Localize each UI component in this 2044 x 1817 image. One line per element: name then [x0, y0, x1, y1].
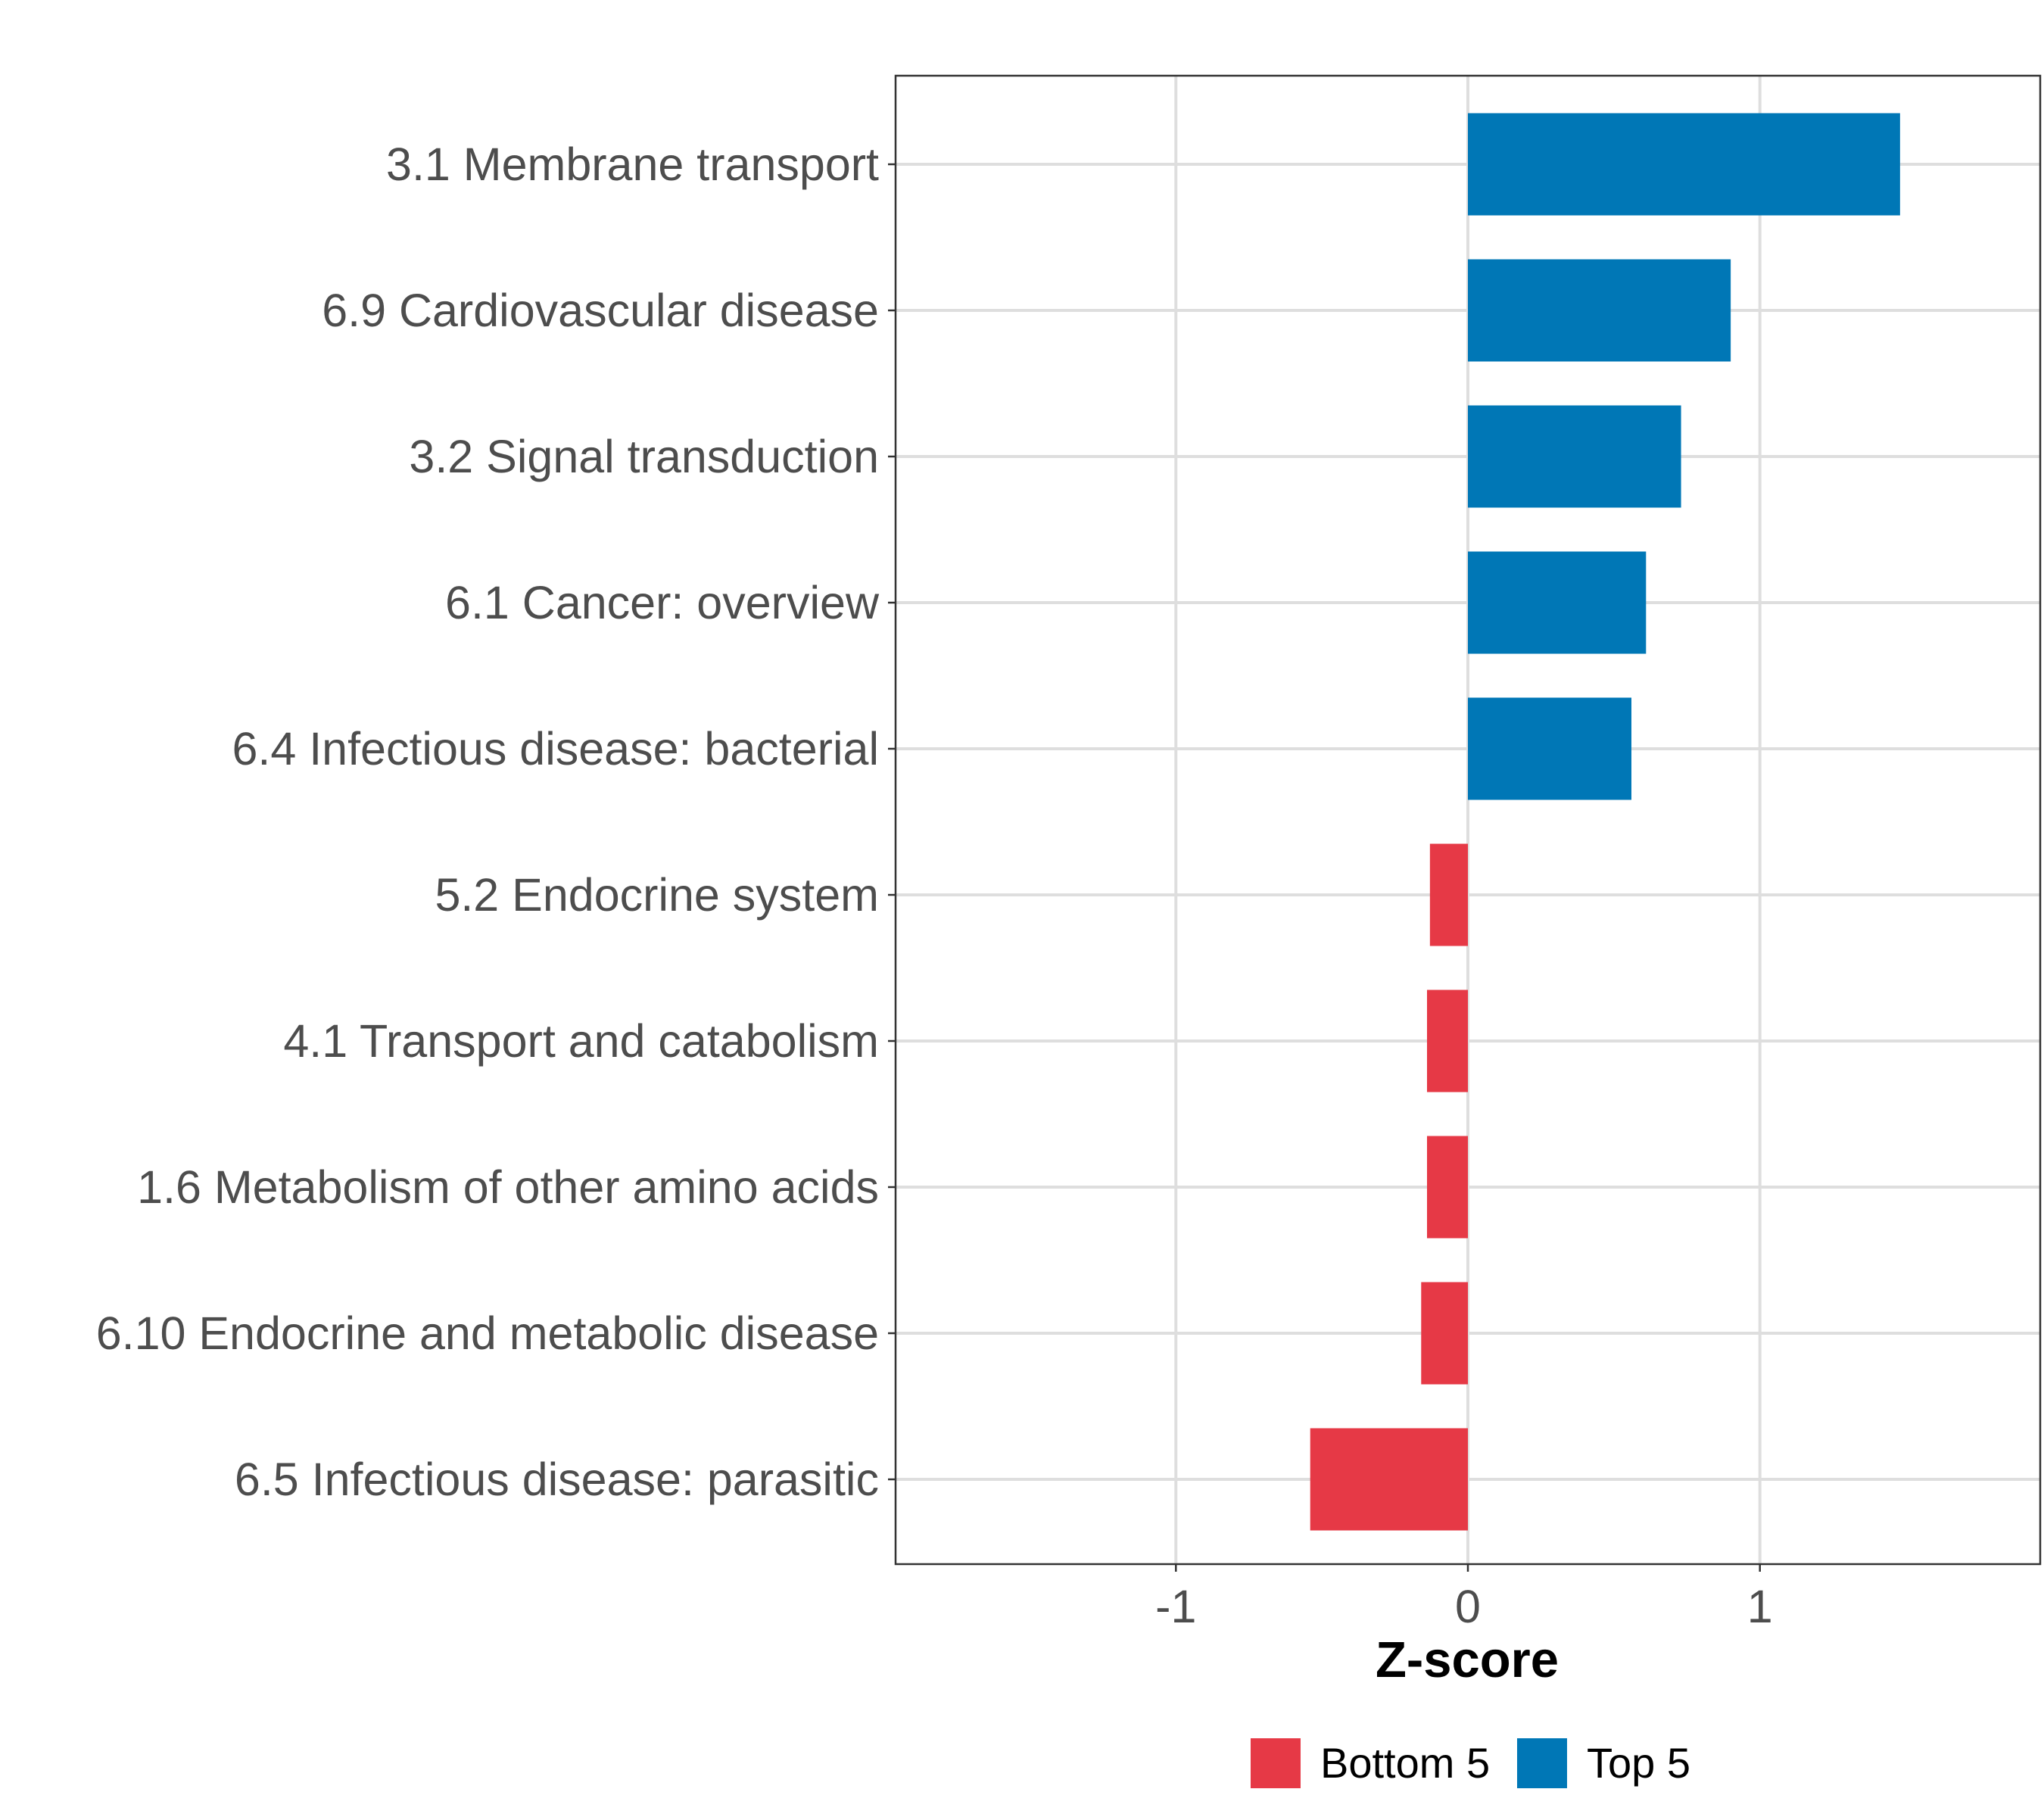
legend-label: Bottom 5: [1320, 1739, 1490, 1787]
legend: Bottom 5 Top 5: [1251, 1738, 1690, 1788]
y-axis: 3.1 Membrane transport 6.9 Cardiovascular…: [96, 139, 896, 1505]
x-tick-label: 0: [1455, 1581, 1481, 1632]
bars: [1310, 113, 1900, 1531]
x-tick-label: -1: [1155, 1581, 1196, 1632]
category-label: 6.4 Infectious disease: bacterial: [232, 723, 879, 774]
bar-4: [1468, 551, 1647, 654]
category-label: 5.2 Endocrine system: [435, 869, 879, 921]
bar-8: [1427, 1136, 1468, 1239]
bar-5: [1468, 697, 1631, 800]
bar-6: [1429, 843, 1468, 946]
bar-10: [1310, 1428, 1468, 1531]
category-label: 3.2 Signal transduction: [409, 431, 879, 482]
category-label: 3.1 Membrane transport: [386, 139, 879, 190]
bar-3: [1468, 405, 1681, 508]
category-label: 6.9 Cardiovascular disease: [322, 285, 879, 336]
x-axis: -1 0 1: [1155, 1564, 1773, 1632]
legend-swatch: [1251, 1738, 1301, 1788]
bar-9: [1421, 1282, 1468, 1385]
bar-2: [1468, 259, 1731, 362]
x-axis-title: Z-score: [1376, 1632, 1559, 1688]
legend-swatch: [1517, 1738, 1567, 1788]
bar-1: [1468, 113, 1900, 216]
x-tick-label: 1: [1747, 1581, 1773, 1632]
category-label: 4.1 Transport and catabolism: [283, 1015, 879, 1067]
bar-7: [1427, 990, 1468, 1092]
legend-label: Top 5: [1587, 1739, 1690, 1787]
category-label: 1.6 Metabolism of other amino acids: [137, 1161, 879, 1213]
category-label: 6.1 Cancer: overview: [445, 577, 880, 628]
category-label: 6.5 Infectious disease: parasitic: [235, 1454, 879, 1505]
category-label: 6.10 Endocrine and metabolic disease: [96, 1307, 879, 1359]
